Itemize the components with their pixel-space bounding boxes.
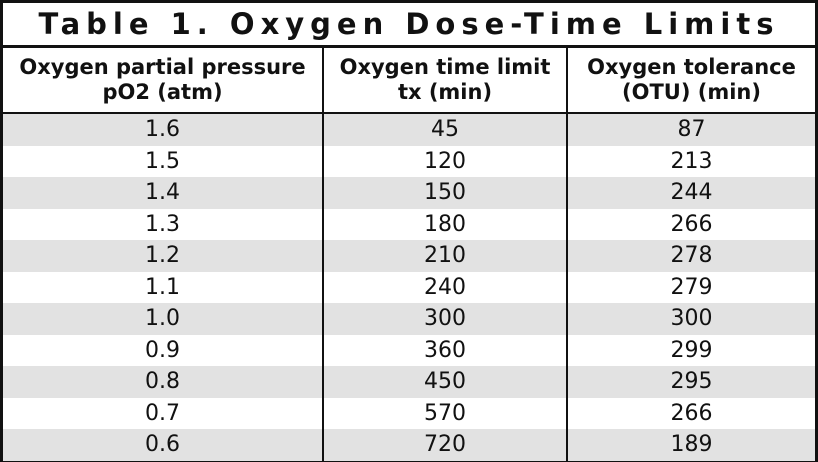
table-row: 0.7 570 266 xyxy=(3,397,815,429)
column-header: Oxygen tolerance (OTU) (min) xyxy=(566,48,815,114)
table-cell: 1.6 xyxy=(3,113,323,146)
table-cell: 1.0 xyxy=(3,303,323,335)
table-cell: 1.4 xyxy=(3,177,323,209)
table-row: 0.8 450 295 xyxy=(3,366,815,398)
table-cell: 295 xyxy=(566,366,815,398)
table-body: 1.6 45 87 1.5 120 213 1.4 150 244 1.3 180 266 1.2 210… xyxy=(3,113,815,461)
table-cell: 266 xyxy=(566,208,815,240)
table-cell: 299 xyxy=(566,334,815,366)
header-line: Oxygen time limit xyxy=(339,55,551,79)
header-line: pO2 (atm) xyxy=(102,80,223,104)
table-title: Table 1. Oxygen Dose-Time Limits xyxy=(3,3,815,48)
table-cell: 0.7 xyxy=(145,400,180,426)
table-cell: 1.5 xyxy=(145,148,180,174)
table-row: 1.4 150 244 xyxy=(3,177,815,209)
table-cell: 244 xyxy=(566,177,815,209)
table-cell: 279 xyxy=(566,271,815,303)
table-cell: 300 xyxy=(322,303,567,335)
table-cell: 278 xyxy=(566,240,815,272)
table-cell: 210 xyxy=(322,240,567,272)
table-cell: 1.2 xyxy=(3,240,323,272)
table-cell: 300 xyxy=(566,303,815,335)
table-row: 1.5 120 213 xyxy=(3,145,815,177)
header-row: Oxygen partial pressure pO2 (atm) Oxygen t… xyxy=(3,48,815,114)
table-cell: 120 xyxy=(322,145,567,177)
column-header: Oxygen partial pressure pO2 (atm) xyxy=(3,48,323,114)
table-cell: 45 xyxy=(322,113,567,146)
header-line: (OTU) (min) xyxy=(622,80,761,104)
table-cell: 570 xyxy=(322,397,567,429)
table-cell: 266 xyxy=(566,397,815,429)
table-row: 0.6 720 189 xyxy=(3,429,815,461)
table-cell: 450 xyxy=(322,366,567,398)
table-row: 1.2 210 278 xyxy=(3,240,815,272)
table-cell: 213 xyxy=(566,145,815,177)
table-cell: 1.3 xyxy=(145,211,180,237)
table-cell: 0.9 xyxy=(145,337,180,363)
table-cell: 240 xyxy=(322,271,567,303)
table-cell: 1.1 xyxy=(145,274,180,300)
table-row: 1.3 180 266 xyxy=(3,208,815,240)
header-line: Oxygen partial pressure xyxy=(19,55,306,79)
table-row: 1.6 45 87 xyxy=(3,113,815,146)
header-line: Oxygen tolerance xyxy=(587,55,796,79)
data-table: Oxygen partial pressure pO2 (atm) Oxygen t… xyxy=(3,48,815,461)
table-cell: 189 xyxy=(566,429,815,461)
table-row: 1.1 240 279 xyxy=(3,271,815,303)
table-cell: 360 xyxy=(322,334,567,366)
table-cell: 0.6 xyxy=(3,429,323,461)
column-header: Oxygen time limit tx (min) xyxy=(322,48,567,114)
header-line: tx (min) xyxy=(397,80,493,104)
table-cell: 0.8 xyxy=(3,366,323,398)
table-cell: 720 xyxy=(322,429,567,461)
table-cell: 150 xyxy=(322,177,567,209)
table-cell: 180 xyxy=(322,208,567,240)
table-row: 1.0 300 300 xyxy=(3,303,815,335)
table-row: 0.9 360 299 xyxy=(3,334,815,366)
table-cell: 87 xyxy=(566,113,815,146)
